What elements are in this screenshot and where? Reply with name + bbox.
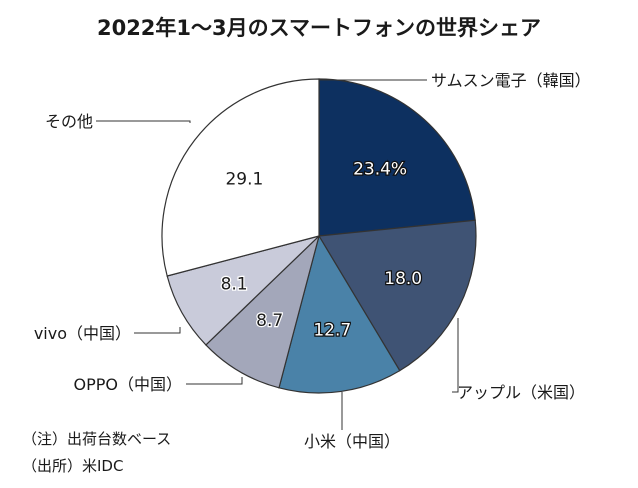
slice-value-label: 8.1 [221,275,248,295]
slice-value-label: 12.7 [313,320,351,340]
value-labels: 23.4% 18.0 12.7 8.7 8.1 29.1 [219,158,423,341]
leader-line [134,327,181,334]
slice-category-label: OPPO（中国） [74,375,183,394]
slice-category-label: アップル（米国） [457,383,585,402]
pie-slice [317,219,477,372]
slice-value-label: 23.4% [353,160,407,180]
note-source: （出所）米IDC [22,457,123,475]
note-basis: （注）出荷台数ベース [22,430,171,448]
pie-slice [205,234,321,389]
slice-category-label: vivo（中国） [34,324,131,343]
slice-category-label: サムスン電子（韓国） [431,71,591,90]
slice-value-label: 8.7 [256,311,283,331]
chart-title: 2022年1～3月のスマートフォンの世界シェア [97,16,541,40]
slice-category-label: その他 [45,112,93,131]
slice-value-label: 29.1 [225,170,263,190]
pie-slice [318,78,476,237]
leader-line [452,318,459,393]
slice-category-label: 小米（中国） [304,432,400,451]
pie-slice [161,78,320,277]
leader-lines [96,79,459,430]
leader-line [186,377,243,385]
leader-line [318,79,427,81]
slice-labels: サムスン電子（韓国） アップル（米国） 小米（中国） OPPO（中国） vivo（中国）… [34,71,591,451]
pie-slices [161,78,477,394]
leader-line [96,120,191,123]
slice-value-label: 18.0 [384,269,422,289]
